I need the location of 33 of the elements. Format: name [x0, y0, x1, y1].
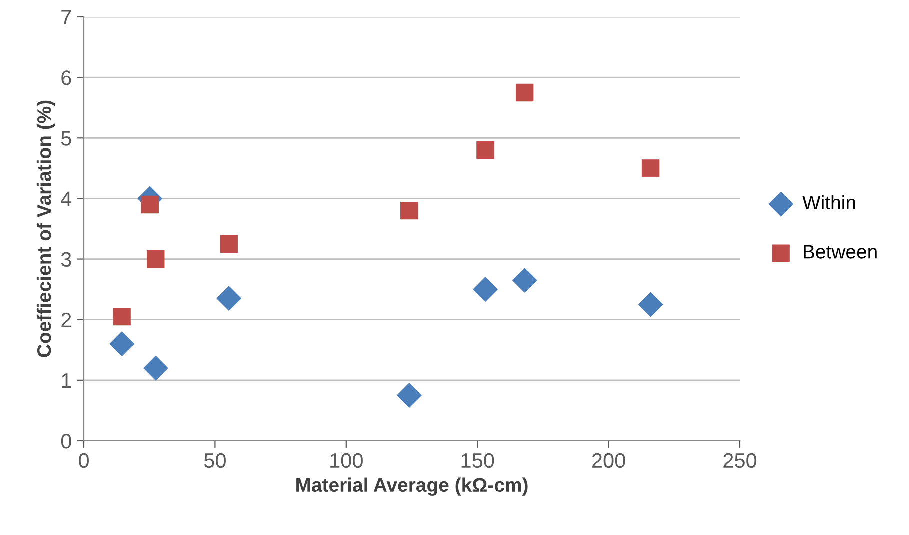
x-tick-label: 50 — [204, 453, 226, 468]
x-tick-label: 250 — [724, 453, 757, 468]
legend-label: Between — [804, 245, 877, 259]
y-tick-label: 5 — [61, 131, 72, 146]
point — [516, 84, 534, 102]
y-tick-label: 0 — [61, 434, 72, 449]
point — [220, 235, 238, 253]
x-axis-title: Material Average (kΩ-cm) — [296, 478, 528, 496]
x-tick-label: 200 — [592, 453, 626, 468]
y-tick-label: 1 — [62, 374, 72, 388]
point — [113, 308, 131, 326]
y-tick-label: 4 — [61, 192, 72, 206]
x-tick-label: 100 — [330, 453, 363, 468]
point — [397, 383, 422, 408]
point — [147, 250, 165, 268]
point — [512, 268, 538, 293]
x-tick-label: 0 — [79, 453, 89, 468]
y-tick-label: 6 — [62, 70, 72, 86]
y-tick-label: 2 — [62, 312, 72, 328]
x-tick-label: 150 — [462, 453, 494, 468]
y-tick-label: 7 — [62, 10, 72, 25]
point — [476, 141, 494, 160]
point — [144, 356, 168, 381]
point — [110, 332, 134, 356]
legend-label: Within — [802, 195, 856, 210]
y-axis-title: Coeffiecient of Variation (%) — [36, 100, 56, 358]
point — [642, 160, 660, 178]
point — [473, 277, 498, 302]
point — [638, 292, 664, 318]
point — [216, 286, 242, 312]
point — [400, 202, 418, 220]
y-tick-label: 3 — [61, 252, 72, 268]
point — [141, 196, 159, 214]
